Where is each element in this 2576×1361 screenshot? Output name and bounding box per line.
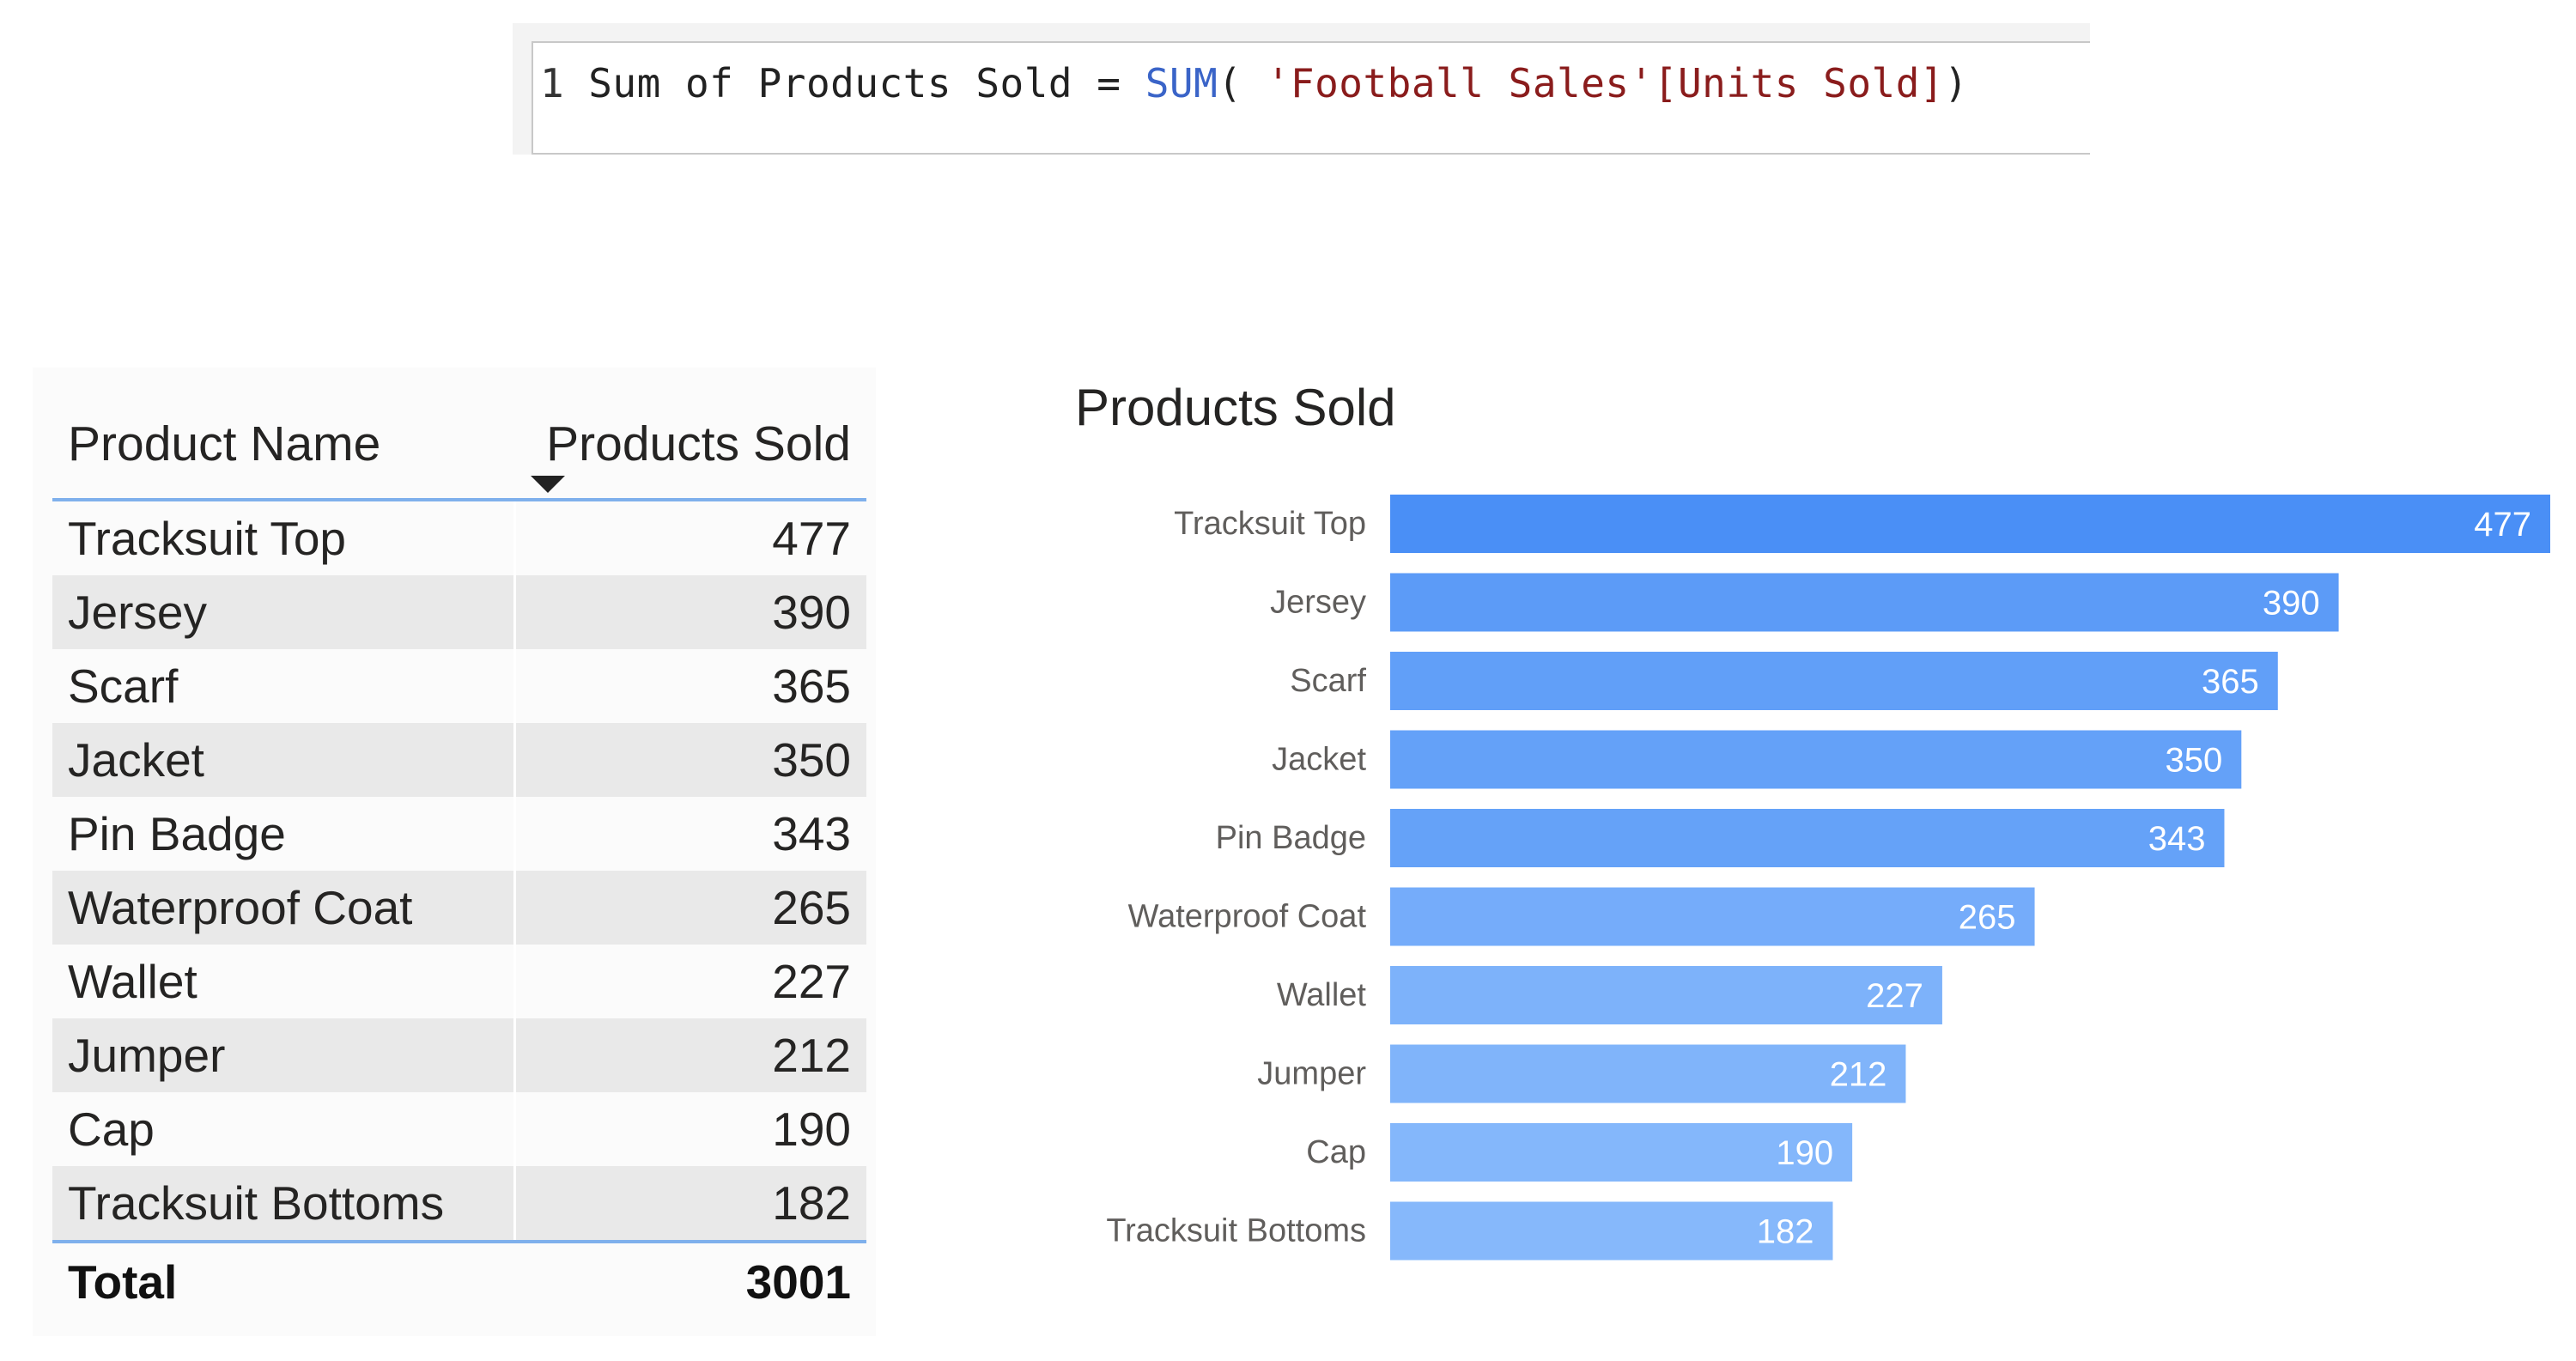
bar[interactable] bbox=[1390, 887, 2035, 946]
cell-products-sold: 265 bbox=[772, 881, 851, 934]
cell-products-sold: 227 bbox=[772, 955, 851, 1008]
table-row[interactable]: Jersey 390 bbox=[52, 575, 866, 649]
column-separator bbox=[513, 723, 516, 797]
bar[interactable] bbox=[1390, 730, 2242, 789]
data-label: 365 bbox=[2202, 663, 2259, 701]
category-label: Jumper bbox=[1257, 1056, 1366, 1092]
column-separator bbox=[513, 649, 516, 723]
bar-chart-visual[interactable]: Products Sold 477 Tracksuit Top 390 Jersey 3… bbox=[1049, 361, 2569, 1340]
category-label: Waterproof Coat bbox=[1128, 899, 1367, 935]
category-label: Wallet bbox=[1277, 977, 1367, 1013]
table-column-reference: 'Football Sales'[Units Sold] bbox=[1266, 60, 1945, 106]
cell-products-sold: 212 bbox=[772, 1029, 851, 1082]
close-paren: ) bbox=[1944, 60, 1969, 106]
category-label: Pin Badge bbox=[1216, 820, 1366, 856]
cell-products-sold: 350 bbox=[772, 733, 851, 787]
data-label: 212 bbox=[1830, 1056, 1887, 1094]
equals-operator: = bbox=[1097, 60, 1121, 106]
total-label: Total bbox=[68, 1255, 178, 1309]
cell-product-name: Pin Badge bbox=[68, 807, 286, 860]
cell-products-sold: 477 bbox=[772, 512, 851, 565]
cell-products-sold: 182 bbox=[772, 1176, 851, 1230]
table-row[interactable]: Wallet 227 bbox=[52, 945, 866, 1018]
cell-products-sold: 365 bbox=[772, 659, 851, 713]
cell-products-sold: 390 bbox=[772, 586, 851, 639]
cell-product-name: Jersey bbox=[68, 586, 207, 639]
table-row[interactable]: Waterproof Coat 265 bbox=[52, 871, 866, 945]
category-label: Scarf bbox=[1290, 663, 1366, 699]
bar[interactable] bbox=[1390, 652, 2278, 710]
data-label: 190 bbox=[1776, 1134, 1833, 1172]
category-label: Tracksuit Bottoms bbox=[1106, 1213, 1366, 1249]
open-paren: ( bbox=[1218, 60, 1267, 106]
table-header: Product Name Products Sold bbox=[52, 386, 866, 501]
column-header-product-name[interactable]: Product Name bbox=[68, 416, 381, 471]
column-separator bbox=[513, 945, 516, 1018]
category-label: Cap bbox=[1306, 1134, 1366, 1170]
data-label: 350 bbox=[2166, 742, 2223, 780]
column-separator bbox=[513, 1018, 516, 1092]
table-row[interactable]: Tracksuit Top 477 bbox=[52, 501, 866, 575]
formula-line: 1 Sum of Products Sold = SUM( 'Football S… bbox=[533, 60, 1968, 106]
bar[interactable] bbox=[1390, 1123, 1853, 1182]
data-label: 477 bbox=[2474, 506, 2531, 544]
bar[interactable] bbox=[1390, 573, 2339, 632]
cell-products-sold: 343 bbox=[772, 807, 851, 860]
sort-descending-icon[interactable] bbox=[531, 476, 565, 493]
cell-product-name: Waterproof Coat bbox=[68, 881, 413, 934]
table-row[interactable]: Pin Badge 343 bbox=[52, 797, 866, 871]
cell-product-name: Cap bbox=[68, 1103, 155, 1156]
chart-title: Products Sold bbox=[1075, 379, 1396, 436]
cell-products-sold: 190 bbox=[772, 1103, 851, 1156]
table-body: Tracksuit Top 477 Jersey 390 Scarf 365 Jacket 3… bbox=[52, 501, 866, 1240]
column-separator bbox=[513, 797, 516, 871]
bar[interactable] bbox=[1390, 495, 2550, 553]
formula-editor[interactable]: 1 Sum of Products Sold = SUM( 'Football S… bbox=[532, 41, 2090, 155]
bar[interactable] bbox=[1390, 966, 1942, 1024]
column-separator bbox=[513, 575, 516, 649]
cell-product-name: Scarf bbox=[68, 659, 179, 713]
data-label: 182 bbox=[1757, 1213, 1814, 1251]
cell-product-name: Tracksuit Top bbox=[68, 512, 347, 565]
table-row[interactable]: Jumper 212 bbox=[52, 1018, 866, 1092]
column-separator bbox=[513, 501, 516, 575]
category-label: Jersey bbox=[1270, 585, 1366, 621]
data-label: 390 bbox=[2263, 585, 2320, 623]
column-separator bbox=[513, 1092, 516, 1166]
column-separator bbox=[513, 871, 516, 945]
table-row[interactable]: Cap 190 bbox=[52, 1092, 866, 1166]
table-row[interactable]: Scarf 365 bbox=[52, 649, 866, 723]
products-table: Product Name Products Sold Tracksuit Top… bbox=[52, 386, 866, 1321]
total-value: 3001 bbox=[745, 1255, 851, 1309]
bar[interactable] bbox=[1390, 1044, 1906, 1103]
table-row[interactable]: Jacket 350 bbox=[52, 723, 866, 797]
category-label: Jacket bbox=[1272, 742, 1366, 778]
column-header-products-sold[interactable]: Products Sold bbox=[546, 416, 851, 471]
cell-product-name: Jacket bbox=[68, 733, 204, 787]
cell-product-name: Wallet bbox=[68, 955, 197, 1008]
data-label: 343 bbox=[2148, 820, 2206, 858]
bar[interactable] bbox=[1390, 809, 2225, 867]
cell-product-name: Tracksuit Bottoms bbox=[68, 1176, 445, 1230]
formula-bar[interactable]: 1 Sum of Products Sold = SUM( 'Football S… bbox=[513, 23, 2090, 155]
data-label: 227 bbox=[1866, 977, 1923, 1015]
line-number: 1 bbox=[540, 60, 565, 106]
table-row[interactable]: Tracksuit Bottoms 182 bbox=[52, 1166, 866, 1240]
table-total-row: Total 3001 bbox=[52, 1240, 866, 1321]
cell-product-name: Jumper bbox=[68, 1029, 226, 1082]
bar[interactable] bbox=[1390, 1201, 1833, 1261]
bar-chart: 477 Tracksuit Top 390 Jersey 365 Scarf 350 Jack… bbox=[1106, 495, 2550, 1261]
data-label: 265 bbox=[1959, 899, 2016, 937]
column-separator bbox=[513, 1166, 516, 1240]
category-label: Tracksuit Top bbox=[1174, 506, 1366, 542]
measure-name: Sum of Products Sold bbox=[588, 60, 1073, 106]
function-name: SUM bbox=[1145, 60, 1218, 106]
table-visual[interactable]: Product Name Products Sold Tracksuit Top… bbox=[33, 368, 876, 1336]
